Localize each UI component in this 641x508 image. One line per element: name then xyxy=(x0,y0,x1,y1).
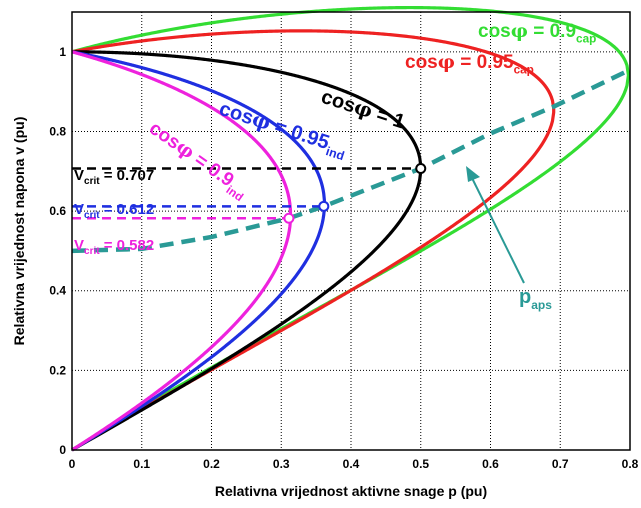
y-tick-label: 1 xyxy=(59,45,66,59)
label-cos-09-cap: cosφ = 0.9cap xyxy=(478,20,596,45)
y-tick-label: 0 xyxy=(59,443,66,457)
crit-point-2 xyxy=(283,212,295,224)
pv-curve-1 xyxy=(71,29,556,452)
y-tick-label: 0.8 xyxy=(49,124,66,138)
y-tick-label: 0.6 xyxy=(49,204,66,218)
pv-curve-0 xyxy=(71,5,630,452)
x-tick-label: 0.1 xyxy=(133,457,150,471)
grid xyxy=(71,12,631,451)
y-tick-label: 0.4 xyxy=(49,284,66,298)
x-tick-label: 0.4 xyxy=(343,457,360,471)
crit-label-1: Vcrit = 0.612 xyxy=(74,201,154,221)
curve-labels: cosφ = 0.9cap cosφ = 0.95cap cosφ = 1 cosφ … xyxy=(74,20,596,312)
x-tick-label: 0.7 xyxy=(552,457,569,471)
x-tick-label: 0.2 xyxy=(203,457,220,471)
paps-arrowhead xyxy=(466,166,480,182)
tick-labels: 0 0.1 0.2 0.3 0.4 0.5 0.6 0.7 0.8 0 0.2 0.4 0.6 0.8 1 xyxy=(49,45,638,471)
curves-group xyxy=(70,5,630,452)
paps-label: paps xyxy=(519,286,552,312)
crit-label-2: Vcrit = 0.582 xyxy=(74,237,154,257)
x-tick-label: 0.5 xyxy=(412,457,429,471)
y-tick-label: 0.2 xyxy=(49,363,66,377)
x-tick-label: 0 xyxy=(69,457,76,471)
critical-points-group xyxy=(72,162,427,224)
label-cos-09-ind: cosφ = 0.9ind xyxy=(143,117,252,204)
x-tick-label: 0.6 xyxy=(482,457,499,471)
label-cos-1: cosφ = 1 xyxy=(318,84,408,134)
paps-arrow xyxy=(471,177,525,284)
crit-label-0: Vcrit = 0.707 xyxy=(74,167,154,187)
y-axis-label: Relativna vrijednost napona v (pu) xyxy=(11,117,27,346)
x-tick-label: 0.8 xyxy=(622,457,639,471)
label-cos-095-cap: cosφ = 0.95cap xyxy=(405,51,534,76)
x-axis-label: Relativna vrijednost aktivne snage p (pu… xyxy=(215,483,487,499)
x-tick-label: 0.3 xyxy=(273,457,290,471)
plot-frame xyxy=(71,11,631,451)
crit-point-0 xyxy=(415,162,427,174)
paps-curve xyxy=(71,67,631,254)
paps-group xyxy=(71,67,631,254)
crit-point-1 xyxy=(318,200,330,212)
